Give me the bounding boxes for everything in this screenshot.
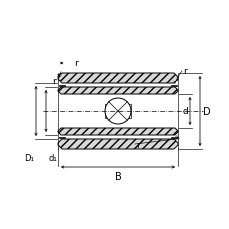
- Text: D₁: D₁: [24, 153, 34, 162]
- Circle shape: [105, 98, 131, 124]
- Polygon shape: [58, 88, 177, 95]
- Polygon shape: [59, 137, 65, 138]
- Text: D: D: [202, 106, 210, 117]
- Polygon shape: [58, 128, 177, 135]
- Text: d: d: [181, 107, 187, 116]
- Polygon shape: [58, 139, 177, 149]
- Text: r: r: [135, 140, 139, 149]
- Polygon shape: [58, 74, 177, 84]
- Text: r: r: [74, 58, 77, 67]
- Polygon shape: [170, 85, 176, 86]
- Text: B: B: [114, 171, 121, 181]
- Polygon shape: [59, 85, 65, 86]
- Text: d₁: d₁: [48, 153, 57, 162]
- Polygon shape: [105, 104, 131, 119]
- Text: r: r: [182, 67, 186, 76]
- Polygon shape: [170, 137, 176, 138]
- Text: r: r: [52, 76, 56, 85]
